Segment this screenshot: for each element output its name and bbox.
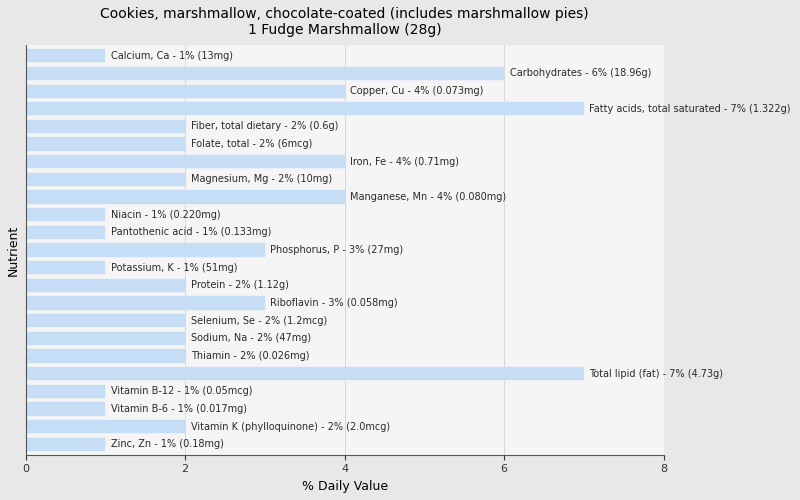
Bar: [26, 138, 185, 150]
Text: Manganese, Mn - 4% (0.080mg): Manganese, Mn - 4% (0.080mg): [350, 192, 506, 202]
Text: Selenium, Se - 2% (1.2mcg): Selenium, Se - 2% (1.2mcg): [190, 316, 327, 326]
Text: Pantothenic acid - 1% (0.133mg): Pantothenic acid - 1% (0.133mg): [111, 228, 271, 237]
Bar: [26, 244, 265, 256]
Text: Protein - 2% (1.12g): Protein - 2% (1.12g): [190, 280, 289, 290]
Bar: [26, 261, 106, 274]
Text: Copper, Cu - 4% (0.073mg): Copper, Cu - 4% (0.073mg): [350, 86, 483, 96]
Y-axis label: Nutrient: Nutrient: [7, 224, 20, 276]
Bar: [26, 67, 504, 80]
Text: Thiamin - 2% (0.026mg): Thiamin - 2% (0.026mg): [190, 351, 309, 361]
Text: Vitamin B-12 - 1% (0.05mcg): Vitamin B-12 - 1% (0.05mcg): [111, 386, 252, 396]
Bar: [26, 384, 106, 398]
Bar: [26, 350, 185, 362]
Text: Fatty acids, total saturated - 7% (1.322g): Fatty acids, total saturated - 7% (1.322…: [590, 104, 791, 114]
Text: Carbohydrates - 6% (18.96g): Carbohydrates - 6% (18.96g): [510, 68, 651, 78]
Bar: [26, 296, 265, 310]
Bar: [26, 226, 106, 239]
Title: Cookies, marshmallow, chocolate-coated (includes marshmallow pies)
1 Fudge Marsh: Cookies, marshmallow, chocolate-coated (…: [100, 7, 589, 37]
Bar: [26, 173, 185, 186]
Text: Magnesium, Mg - 2% (10mg): Magnesium, Mg - 2% (10mg): [190, 174, 332, 184]
Text: Potassium, K - 1% (51mg): Potassium, K - 1% (51mg): [111, 262, 238, 272]
Bar: [26, 84, 345, 98]
Bar: [26, 332, 185, 345]
Text: Calcium, Ca - 1% (13mg): Calcium, Ca - 1% (13mg): [111, 51, 233, 61]
Bar: [26, 155, 345, 168]
Text: Vitamin B-6 - 1% (0.017mg): Vitamin B-6 - 1% (0.017mg): [111, 404, 247, 414]
Text: Riboflavin - 3% (0.058mg): Riboflavin - 3% (0.058mg): [270, 298, 398, 308]
Text: Phosphorus, P - 3% (27mg): Phosphorus, P - 3% (27mg): [270, 245, 403, 255]
Text: Total lipid (fat) - 7% (4.73g): Total lipid (fat) - 7% (4.73g): [590, 368, 723, 378]
Bar: [26, 402, 106, 415]
Text: Zinc, Zn - 1% (0.18mg): Zinc, Zn - 1% (0.18mg): [111, 439, 224, 449]
Bar: [26, 102, 584, 116]
Text: Sodium, Na - 2% (47mg): Sodium, Na - 2% (47mg): [190, 334, 310, 344]
Bar: [26, 120, 185, 133]
Bar: [26, 367, 584, 380]
Text: Folate, total - 2% (6mcg): Folate, total - 2% (6mcg): [190, 139, 312, 149]
Bar: [26, 438, 106, 451]
Bar: [26, 278, 185, 292]
Bar: [26, 420, 185, 433]
Bar: [26, 190, 345, 203]
Text: Vitamin K (phylloquinone) - 2% (2.0mcg): Vitamin K (phylloquinone) - 2% (2.0mcg): [190, 422, 390, 432]
Text: Fiber, total dietary - 2% (0.6g): Fiber, total dietary - 2% (0.6g): [190, 122, 338, 132]
Text: Iron, Fe - 4% (0.71mg): Iron, Fe - 4% (0.71mg): [350, 157, 459, 167]
Bar: [26, 49, 106, 62]
X-axis label: % Daily Value: % Daily Value: [302, 480, 388, 493]
Bar: [26, 208, 106, 222]
Text: Niacin - 1% (0.220mg): Niacin - 1% (0.220mg): [111, 210, 221, 220]
Bar: [26, 314, 185, 327]
